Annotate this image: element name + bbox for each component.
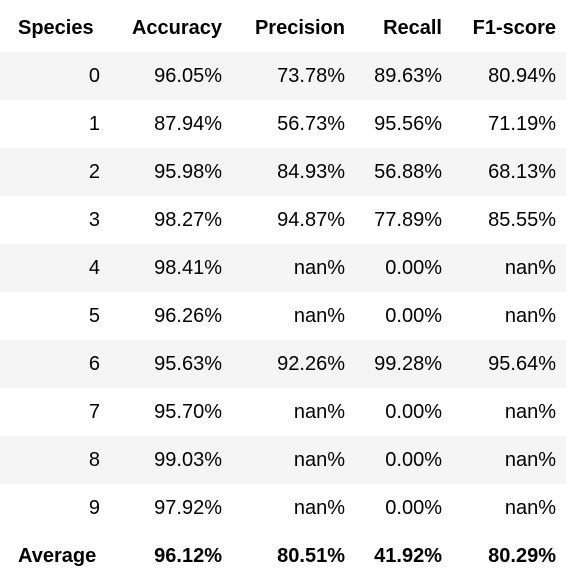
header-f1-score: F1-score [472, 16, 556, 39]
precision-cell: 56.73% [277, 112, 345, 135]
table-row: 1 87.94% 56.73% 95.56% 71.19% [0, 100, 566, 148]
accuracy-cell: 96.26% [154, 304, 222, 327]
table-row: 4 98.41% nan% 0.00% nan% [0, 244, 566, 292]
species-cell: 5 [88, 304, 100, 327]
average-label: Average [0, 532, 110, 580]
table-row: 9 97.92% nan% 0.00% nan% [0, 484, 566, 532]
average-accuracy: 96.12% [110, 532, 232, 580]
accuracy-cell: 98.27% [154, 208, 222, 231]
header-row: Species Accuracy Precision Recall F1-sco… [0, 4, 566, 52]
precision-cell: 92.26% [277, 352, 345, 375]
header-precision: Precision [254, 16, 345, 39]
accuracy-cell: 95.70% [154, 400, 222, 423]
species-cell: 2 [88, 160, 100, 183]
f1-score-cell: 71.19% [488, 112, 556, 135]
precision-cell: nan% [293, 448, 345, 471]
species-cell: 0 [88, 64, 100, 87]
table-row: 7 95.70% nan% 0.00% nan% [0, 388, 566, 436]
accuracy-cell: 98.41% [154, 256, 222, 279]
species-cell: 9 [88, 496, 100, 519]
species-cell: 4 [88, 256, 100, 279]
precision-cell: 94.87% [277, 208, 345, 231]
f1-score-cell: 95.64% [488, 352, 556, 375]
accuracy-cell: 99.03% [154, 448, 222, 471]
accuracy-cell: 95.98% [154, 160, 222, 183]
average-row: Average 96.12% 80.51% 41.92% 80.29% [0, 532, 566, 580]
table-row: 5 96.26% nan% 0.00% nan% [0, 292, 566, 340]
header-accuracy: Accuracy [131, 16, 222, 39]
f1-score-cell: 85.55% [488, 208, 556, 231]
header-species: Species [18, 16, 94, 39]
recall-cell: 0.00% [385, 400, 442, 423]
f1-score-cell: nan% [504, 496, 556, 519]
recall-cell: 95.56% [374, 112, 442, 135]
table-row: 3 98.27% 94.87% 77.89% 85.55% [0, 196, 566, 244]
table-row: 6 95.63% 92.26% 99.28% 95.64% [0, 340, 566, 388]
table-row: 2 95.98% 84.93% 56.88% 68.13% [0, 148, 566, 196]
recall-cell: 89.63% [374, 64, 442, 87]
average-precision: 80.51% [232, 532, 355, 580]
precision-cell: nan% [293, 256, 345, 279]
f1-score-cell: nan% [504, 400, 556, 423]
species-cell: 1 [88, 112, 100, 135]
precision-cell: 84.93% [277, 160, 345, 183]
recall-cell: 0.00% [385, 256, 442, 279]
species-cell: 7 [88, 400, 100, 423]
average-recall: 41.92% [355, 532, 452, 580]
recall-cell: 0.00% [385, 304, 442, 327]
accuracy-cell: 95.63% [154, 352, 222, 375]
table-row: 0 96.05% 73.78% 89.63% 80.94% [0, 52, 566, 100]
f1-score-cell: nan% [504, 448, 556, 471]
table-row: 8 99.03% nan% 0.00% nan% [0, 436, 566, 484]
f1-score-cell: nan% [504, 304, 556, 327]
precision-cell: 73.78% [277, 64, 345, 87]
recall-cell: 56.88% [374, 160, 442, 183]
precision-cell: nan% [293, 496, 345, 519]
metrics-table-container: Species Accuracy Precision Recall F1-sco… [0, 4, 574, 580]
species-cell: 8 [88, 448, 100, 471]
accuracy-cell: 87.94% [154, 112, 222, 135]
average-f1-score: 80.29% [452, 532, 566, 580]
species-cell: 6 [88, 352, 100, 375]
recall-cell: 77.89% [374, 208, 442, 231]
header-recall: Recall [383, 16, 442, 39]
f1-score-cell: 80.94% [488, 64, 556, 87]
metrics-table: Species Accuracy Precision Recall F1-sco… [0, 4, 566, 580]
f1-score-cell: 68.13% [488, 160, 556, 183]
precision-cell: nan% [293, 400, 345, 423]
f1-score-cell: nan% [504, 256, 556, 279]
accuracy-cell: 96.05% [154, 64, 222, 87]
recall-cell: 0.00% [385, 496, 442, 519]
species-cell: 3 [88, 208, 100, 231]
table-body: 0 96.05% 73.78% 89.63% 80.94% 1 87.94% 56.73% 95… [0, 52, 566, 532]
accuracy-cell: 97.92% [154, 496, 222, 519]
recall-cell: 0.00% [385, 448, 442, 471]
recall-cell: 99.28% [374, 352, 442, 375]
precision-cell: nan% [293, 304, 345, 327]
